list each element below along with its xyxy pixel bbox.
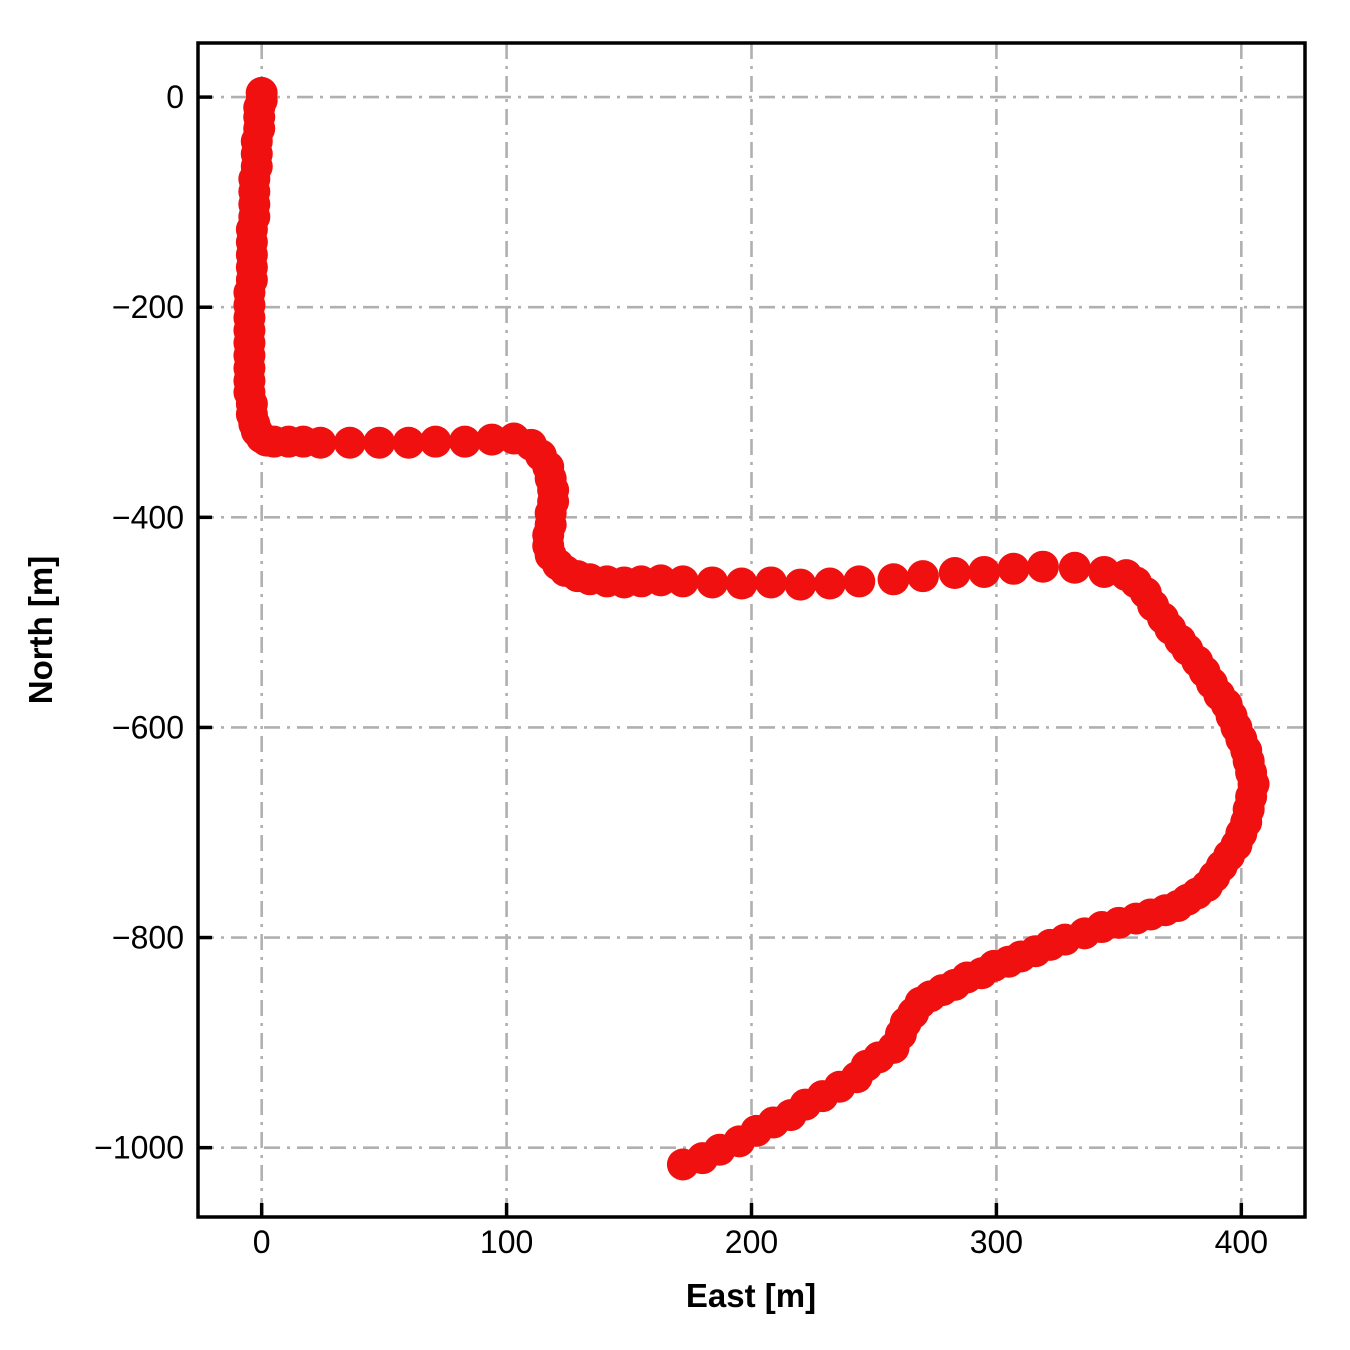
- x-tick-label: 200: [725, 1224, 778, 1260]
- y-tick-label: −600: [112, 709, 184, 745]
- trajectory-point: [725, 567, 758, 600]
- trajectory-point: [755, 566, 788, 599]
- y-tick-label: −800: [112, 920, 184, 956]
- trajectory-point: [392, 426, 425, 459]
- x-tick-label: 300: [970, 1224, 1023, 1260]
- trajectory-point: [997, 552, 1030, 585]
- trajectory-point: [813, 567, 846, 600]
- trajectory-point: [968, 555, 1001, 588]
- x-tick-label: 400: [1215, 1224, 1268, 1260]
- y-tick-label: 0: [166, 79, 184, 115]
- trajectory-point: [304, 426, 337, 459]
- x-axis-label: East [m]: [686, 1277, 816, 1314]
- y-axis-label: North [m]: [22, 556, 59, 704]
- axis-tick-labels: 0 100 200 300 400 0 −200 −400 −600 −800 −1000: [94, 79, 1268, 1260]
- trajectory-point: [696, 566, 729, 599]
- trajectory-point: [784, 568, 817, 601]
- trajectory-point: [906, 560, 939, 593]
- trajectory-point: [333, 426, 366, 459]
- x-tick-label: 0: [253, 1224, 271, 1260]
- x-tick-label: 100: [480, 1224, 533, 1260]
- trajectory-point: [448, 425, 481, 458]
- trajectory-point: [363, 426, 396, 459]
- trajectory-point: [666, 1148, 699, 1181]
- y-tick-label: −400: [112, 499, 184, 535]
- trajectory-point: [666, 565, 699, 598]
- trajectory-point: [419, 425, 452, 458]
- axis-ticks: [198, 95, 1244, 1217]
- trajectory-point: [877, 563, 910, 596]
- y-tick-label: −1000: [94, 1130, 184, 1166]
- trajectory-points: [233, 76, 1270, 1181]
- trajectory-point: [1058, 551, 1091, 584]
- y-tick-label: −200: [112, 289, 184, 325]
- grid-lines: [198, 43, 1305, 1217]
- trajectory-point: [938, 557, 971, 590]
- trajectory-point: [1026, 550, 1059, 583]
- trajectory-point: [843, 565, 876, 598]
